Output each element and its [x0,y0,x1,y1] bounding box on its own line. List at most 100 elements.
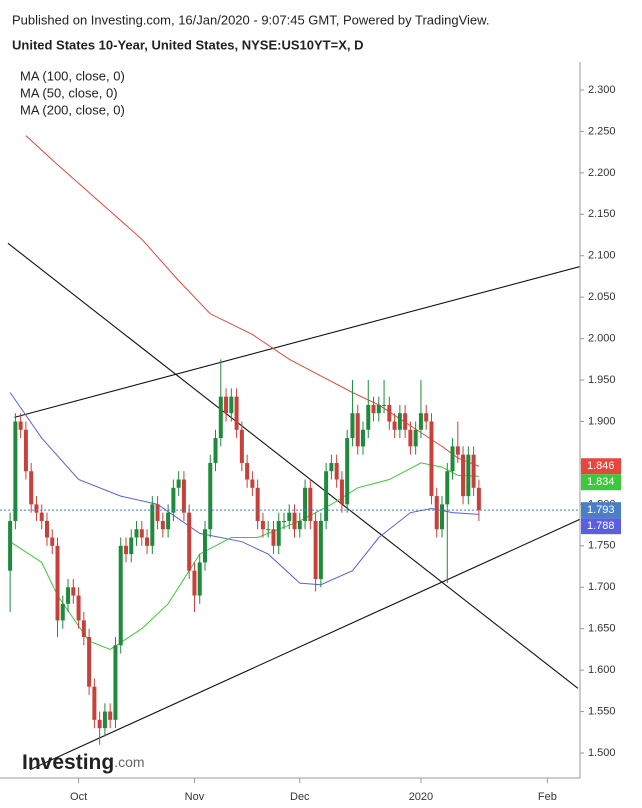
y-tick-label: 1.750 [588,540,616,552]
y-tick-label: 2.000 [588,333,616,345]
candle-body [403,413,408,430]
candle-body [392,421,397,430]
price-box-label: 1.788 [587,520,615,532]
chart-title: United States 10-Year, United States, NY… [12,37,363,52]
candle-body [97,719,102,729]
candle-body [255,487,260,521]
logo-suffix: .com [114,754,144,770]
candle-body [450,446,455,472]
x-tick-label: Dec [290,791,310,803]
candle-body [376,404,381,414]
candle-body [8,520,13,571]
candle-body [218,396,223,439]
candle-body [276,520,281,546]
y-tick-label: 1.950 [588,374,616,386]
candle-body [434,496,439,530]
legend-label: MA (100, close, 0) [20,68,125,83]
candle-body [281,520,286,522]
candle-body [418,413,423,430]
price-box [581,502,621,519]
logo-name: Investing [22,751,114,774]
y-tick-label: 1.700 [588,581,616,593]
y-tick-label: 1.550 [588,705,616,717]
x-tick-label: Nov [185,791,205,803]
candle-body [260,520,265,530]
candle-body [292,512,297,530]
candle-body [76,595,81,621]
candle-body [250,479,255,488]
candle-body [171,487,176,513]
candle-body [13,421,18,521]
candle-body [108,711,113,720]
candle-body [440,504,445,530]
price-box [581,518,621,535]
candle-body [123,545,128,555]
candle-body [476,487,481,511]
y-tick-label: 2.200 [588,167,616,179]
price-box-label: 1.793 [587,504,615,516]
y-tick-label: 1.650 [588,623,616,635]
y-tick-label: 2.050 [588,291,616,303]
candle-body [445,471,450,505]
candle-body [355,413,360,447]
price-box-label: 1.846 [587,460,615,472]
x-tick-label: Feb [538,791,557,803]
candle-body [266,529,271,531]
candle-body [466,454,471,497]
ma-line [25,135,480,467]
candle-body [134,529,139,538]
candle-body [187,512,192,571]
candle-body [50,537,55,546]
candle-body [271,529,276,546]
y-tick-label: 2.150 [588,208,616,220]
candle-body [213,438,218,463]
candle-body [371,404,376,414]
candle-body [471,454,476,488]
candle-body [429,421,434,497]
candle-body [197,562,202,596]
trendline [29,518,580,771]
candle-body [102,711,107,729]
candle-body [324,471,329,521]
candle-body [424,413,429,422]
candle-body [150,504,155,546]
candle-body [113,645,118,720]
candle-body [208,462,213,530]
candle-body [92,686,97,720]
candle-body [461,454,466,497]
trendline [7,242,579,689]
candle-body [413,429,418,447]
candle-body [297,520,302,530]
candle-body [145,537,150,546]
candle-body [229,396,234,414]
plot-area [0,135,580,771]
candle-body [29,471,34,505]
candle-body [44,520,49,538]
candle-body [18,421,23,430]
y-tick-label: 1.900 [588,415,616,427]
y-tick-label: 2.250 [588,125,616,137]
candle-body [329,462,334,472]
candle-body [166,512,171,530]
price-box [581,474,621,491]
x-tick-label: Oct [70,791,87,803]
y-tick-label: 2.100 [588,250,616,262]
trendline [14,265,580,418]
price-box-label: 1.834 [587,476,615,488]
logo: Investing.com [22,751,145,774]
candle-body [176,479,181,488]
y-tick-label: 1.600 [588,664,616,676]
candle-body [366,404,371,430]
candle-body [382,404,387,406]
candle-body [303,487,308,521]
candle-body [339,479,344,505]
candle-body [360,429,365,447]
candle-body [160,520,165,530]
candle-body [118,545,123,646]
candle-body [239,429,244,463]
candle-body [34,504,39,513]
candle-body [181,479,186,513]
candle-body [202,529,207,563]
candle-body [345,438,350,505]
